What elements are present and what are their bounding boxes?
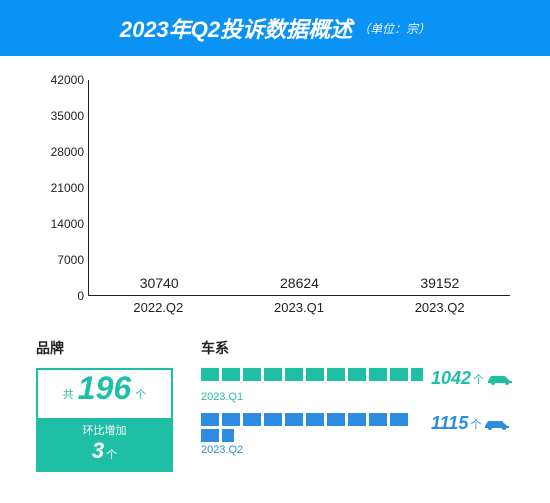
series-block	[348, 413, 366, 426]
series-block	[306, 413, 324, 426]
plot-area: 30740 28624 39152	[88, 80, 510, 296]
series-row-label: 2023.Q2	[201, 444, 514, 456]
x-axis-label: 2023.Q1	[244, 296, 354, 320]
y-tick: 7000	[57, 253, 84, 267]
series-block	[201, 368, 219, 381]
series-block	[390, 413, 408, 426]
brand-panel: 品牌 共 196 个 环比增加 3个	[36, 338, 173, 472]
series-block	[327, 413, 345, 426]
y-tick: 21000	[51, 181, 84, 195]
x-axis-label: 2022.Q2	[103, 296, 213, 320]
y-tick: 35000	[51, 109, 84, 123]
header-bar: 2023年Q2投诉数据概述 （单位：宗）	[0, 0, 550, 56]
series-total-value: 1042	[431, 368, 471, 389]
brand-delta-row: 环比增加 3个	[38, 418, 171, 470]
car-icon	[483, 417, 511, 431]
series-row: 1115个	[201, 413, 514, 442]
series-block	[243, 413, 261, 426]
bar-chart: 070001400021000280003500042000 307402862…	[40, 80, 510, 320]
infographic-card: 2023年Q2投诉数据概述 （单位：宗） 0 7000 14000 21000 2800…	[0, 0, 550, 503]
series-total: 1115个	[431, 413, 511, 434]
series-block	[264, 368, 282, 381]
series-blocks	[201, 413, 423, 442]
brand-count: 196	[78, 370, 131, 407]
series-block	[222, 413, 240, 426]
header-unit: （单位：宗）	[358, 20, 430, 37]
lower-section: 品牌 共 196 个 环比增加 3个 车系 1042个2023.Q11115个2…	[36, 338, 514, 472]
series-block-partial	[222, 429, 234, 442]
brand-title: 品牌	[36, 338, 173, 358]
series-block	[264, 413, 282, 426]
series-block-partial	[411, 368, 423, 381]
y-tick: 0	[77, 289, 84, 303]
series-total-unit: 个	[473, 371, 484, 387]
series-block	[348, 368, 366, 381]
series-total-unit: 个	[470, 416, 481, 432]
series-blocks	[201, 368, 423, 381]
bar-column: 30740	[104, 275, 213, 295]
series-row: 1042个	[201, 368, 514, 389]
y-tick: 14000	[51, 217, 84, 231]
series-row-label: 2023.Q1	[201, 391, 514, 403]
series-block	[243, 368, 261, 381]
brand-delta-value: 3	[92, 438, 104, 464]
x-axis-label: 2023.Q2	[385, 296, 495, 320]
series-block	[390, 368, 408, 381]
series-block	[369, 368, 387, 381]
series-block	[285, 413, 303, 426]
header-title: 2023年Q2投诉数据概述	[120, 12, 352, 44]
series-block	[306, 368, 324, 381]
brand-box: 共 196 个 环比增加 3个	[36, 368, 173, 472]
x-axis-labels: 2022.Q2 2023.Q1 2023.Q2	[88, 296, 510, 320]
bar-column: 28624	[245, 275, 354, 295]
y-tick: 42000	[51, 73, 84, 87]
series-block	[222, 368, 240, 381]
series-panel: 车系 1042个2023.Q11115个2023.Q2	[201, 338, 514, 472]
bar-value-label: 28624	[280, 275, 319, 291]
series-title: 车系	[201, 338, 514, 358]
bar-value-label: 39152	[420, 275, 459, 291]
brand-prefix: 共	[63, 386, 74, 402]
y-tick: 28000	[51, 145, 84, 159]
series-total: 1042个	[431, 368, 514, 389]
series-rows: 1042个2023.Q11115个2023.Q2	[201, 368, 514, 456]
series-block	[369, 413, 387, 426]
bar-value-label: 30740	[140, 275, 179, 291]
series-block	[201, 429, 219, 442]
car-icon	[486, 372, 514, 386]
bar-column: 39152	[385, 275, 494, 295]
y-axis: 070001400021000280003500042000	[40, 80, 88, 296]
series-block	[201, 413, 219, 426]
brand-count-row: 共 196 个	[38, 370, 171, 418]
series-block	[327, 368, 345, 381]
brand-suffix: 个	[135, 386, 146, 402]
series-block	[285, 368, 303, 381]
brand-delta-label: 环比增加	[38, 422, 171, 438]
series-total-value: 1115	[431, 413, 468, 434]
brand-delta-unit: 个	[106, 446, 117, 462]
bars-container: 30740 28624 39152	[89, 80, 510, 295]
